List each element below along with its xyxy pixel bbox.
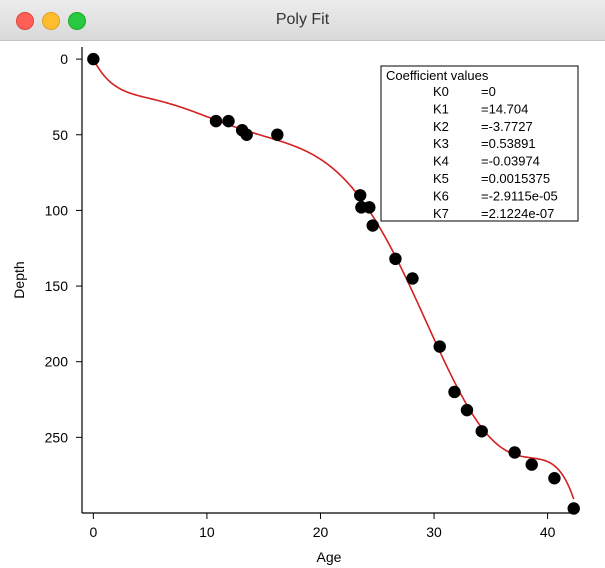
- legend-coef-name: K1: [433, 101, 449, 116]
- y-axis-ticks: 0 50 100 150 200 250: [45, 51, 82, 445]
- data-point: [567, 502, 580, 515]
- y-tick-label: 50: [52, 127, 68, 143]
- maximize-button[interactable]: [68, 12, 86, 30]
- fit-curve: [92, 58, 575, 500]
- data-point: [240, 128, 253, 141]
- legend-title: Coefficient values: [386, 68, 489, 83]
- legend-coef-name: K5: [433, 171, 449, 186]
- data-point: [475, 425, 488, 438]
- data-point: [271, 128, 284, 141]
- legend-box: [380, 65, 579, 222]
- x-tick-label: 20: [313, 524, 329, 540]
- legend-coef-value: =14.704: [481, 101, 528, 116]
- legend-coef-value: =2.1224e-07: [481, 206, 554, 221]
- legend-coef-name: K0: [433, 84, 449, 99]
- data-point: [406, 272, 419, 285]
- legend-coef-name: K7: [433, 206, 449, 221]
- legend-coef-value: =-2.9115e-05: [481, 188, 558, 203]
- data-point: [389, 252, 402, 266]
- data-point: [448, 385, 461, 399]
- x-tick-label: 40: [540, 524, 556, 540]
- y-tick-label: 150: [45, 278, 69, 294]
- close-button[interactable]: [16, 12, 34, 30]
- x-axis-ticks: 0 10 20 30 40: [89, 513, 556, 540]
- data-point: [354, 189, 367, 202]
- legend-coef-value: =-3.7727: [481, 119, 533, 134]
- legend-coef-name: K4: [433, 154, 449, 169]
- y-tick-label: 100: [45, 202, 69, 218]
- data-point: [222, 114, 235, 128]
- data-point: [366, 219, 379, 232]
- data-point: [87, 52, 100, 66]
- legend-coef-value: =0.0015375: [481, 171, 550, 186]
- y-tick-label: 250: [45, 429, 69, 445]
- legend-coef-value: =-0.03974: [481, 154, 540, 169]
- data-point: [363, 201, 376, 214]
- legend-coef-value: =0: [481, 84, 496, 99]
- x-tick-label: 30: [426, 524, 442, 540]
- window-title: Poly Fit: [275, 11, 330, 28]
- y-tick-label: 200: [45, 354, 69, 370]
- data-point: [209, 114, 223, 128]
- data-points: [87, 52, 580, 515]
- data-point: [433, 340, 446, 353]
- x-tick-label: 0: [89, 524, 97, 540]
- legend-coef-name: K6: [433, 188, 449, 203]
- x-axis-label: Age: [317, 549, 342, 565]
- legend-coef-name: K3: [433, 136, 449, 151]
- data-point: [525, 458, 538, 471]
- data-point: [508, 446, 521, 459]
- x-tick-label: 10: [199, 524, 215, 540]
- data-point: [460, 403, 474, 417]
- legend-rows: K0 =0 K1 =14.704 K2 =-3.7727 K3 =0.53891 K4 =-0.0…: [433, 84, 558, 221]
- title-bar[interactable]: Poly Fit: [0, 0, 605, 41]
- axes: [81, 47, 576, 514]
- legend-coef-value: =0.53891: [481, 136, 536, 151]
- y-axis-label: Depth: [11, 261, 27, 298]
- minimize-button[interactable]: [42, 12, 60, 30]
- poly-fit-chart: 0 10 20 30 40 0 50 100 150 200 250 Age Depth Coef…: [11, 47, 580, 565]
- y-tick-label: 0: [60, 51, 68, 67]
- legend-coef-name: K2: [433, 119, 449, 134]
- data-point: [548, 472, 561, 485]
- coefficient-legend: Coefficient values K0 =0 K1 =14.704 K2 =-3.77…: [380, 65, 579, 222]
